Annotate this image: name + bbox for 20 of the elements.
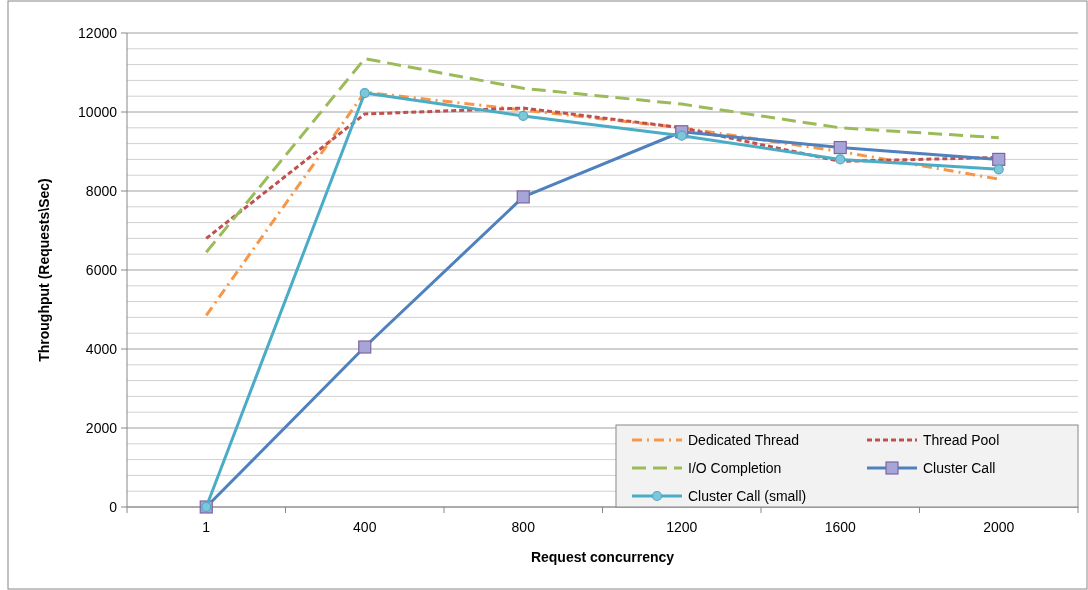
x-tick-label: 400 [353, 519, 377, 535]
y-tick-label: 4000 [85, 340, 118, 357]
y-axis-title: Throughput (Requests\Sec) [36, 178, 52, 362]
legend-label: I/O Completion [688, 459, 782, 476]
y-tick-label: 10000 [78, 103, 118, 120]
y-tick-label: 0 [109, 498, 118, 515]
y-tick-label: 8000 [85, 182, 118, 199]
legend-label: Cluster Call [923, 459, 996, 476]
legend-label: Dedicated Thread [688, 431, 800, 448]
x-tick-label: 1 [202, 519, 211, 535]
x-axis-title: Request concurrency [530, 549, 675, 565]
legend-label: Cluster Call (small) [688, 487, 807, 504]
x-tick-label: 800 [511, 519, 536, 535]
x-tick-label: 1600 [824, 519, 857, 535]
legend-label: Thread Pool [923, 431, 1000, 448]
y-tick-label: 2000 [85, 419, 118, 436]
x-tick-label: 2000 [983, 519, 1015, 535]
x-tick-label: 1200 [666, 519, 698, 535]
y-tick-label: 12000 [78, 24, 118, 41]
y-tick-label: 6000 [85, 261, 118, 278]
